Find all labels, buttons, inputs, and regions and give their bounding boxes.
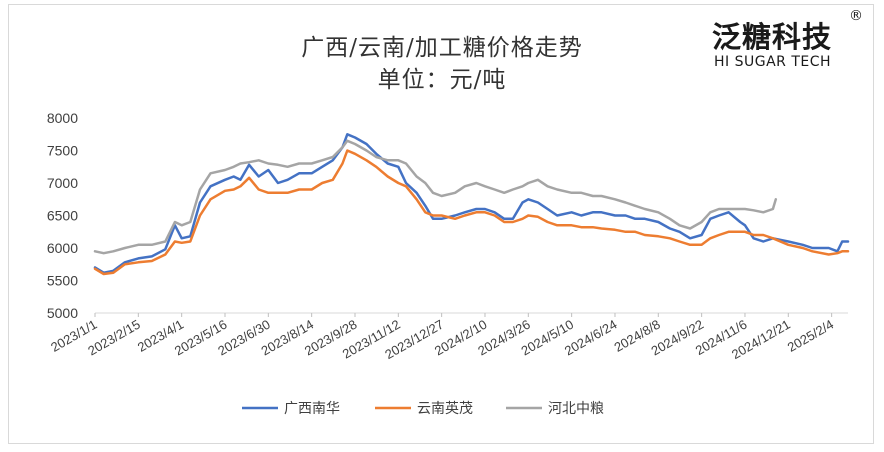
x-tick-label: 2025/2/4	[785, 317, 836, 355]
plot-lines	[93, 133, 850, 276]
y-tick-label: 6500	[47, 208, 78, 224]
brand-logo-en: HI SUGAR TECH	[714, 54, 832, 70]
legend: 广西南华 云南英茂 河北中粮	[242, 400, 604, 417]
y-tick-label: 7500	[47, 143, 78, 159]
y-tick-label: 5500	[47, 273, 78, 289]
series-line-1	[93, 149, 850, 276]
brand-registered-mark: ®	[849, 8, 863, 24]
y-tick-label: 6000	[47, 240, 78, 256]
brand-logo-cn: 泛糖科技	[712, 20, 833, 54]
chart-frame	[8, 4, 874, 444]
series-line-2	[93, 139, 778, 255]
chart-title: 广西/云南/加工糖价格走势	[301, 35, 583, 61]
y-axis: 5000 5500 6000 6500 7000 7500 8000	[47, 110, 78, 321]
legend-label-2: 河北中粮	[548, 401, 604, 417]
legend-label-1: 云南英茂	[417, 400, 473, 417]
legend-label-0: 广西南华	[284, 401, 340, 417]
x-axis: 2023/1/12023/2/152023/4/12023/5/162023/6…	[48, 312, 848, 362]
y-tick-label: 7000	[47, 175, 78, 191]
series-line-0	[93, 133, 850, 274]
y-tick-label: 5000	[47, 305, 78, 321]
chart-subtitle: 单位：元/吨	[377, 67, 507, 93]
y-tick-label: 8000	[47, 110, 78, 126]
